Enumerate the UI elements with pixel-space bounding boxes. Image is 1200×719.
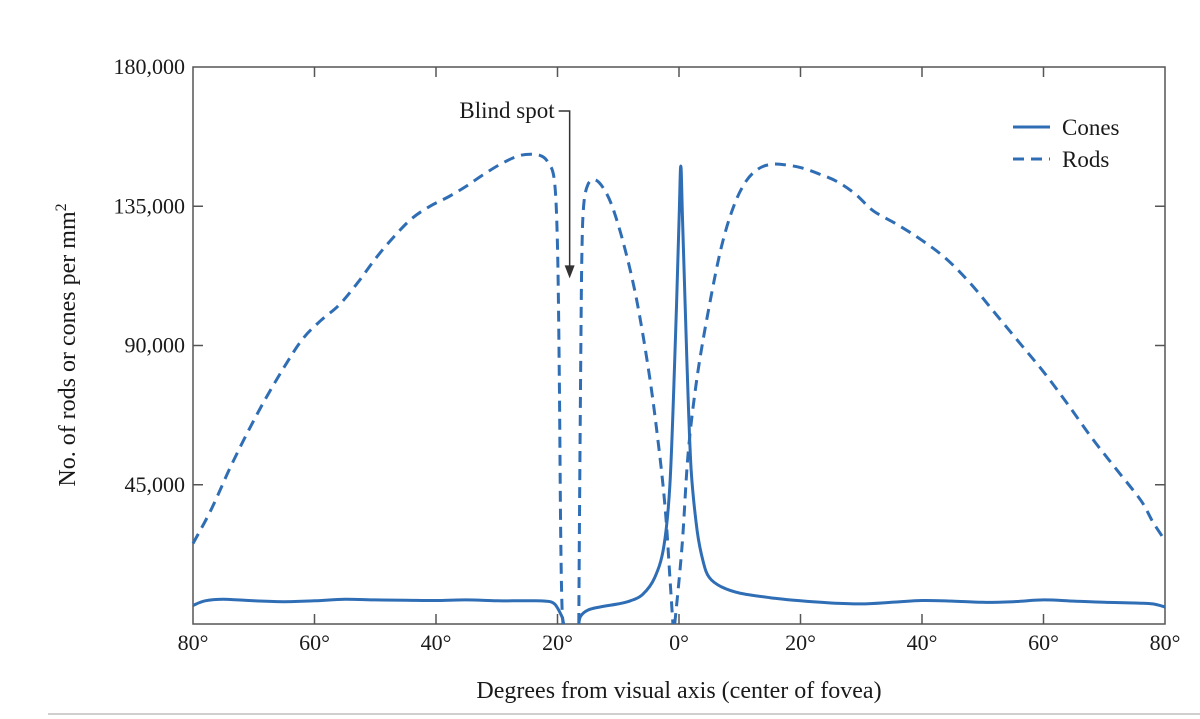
legend-cones-label: Cones	[1062, 115, 1120, 140]
x-tick-label: 60°	[299, 630, 330, 655]
y-tick-label: 135,000	[114, 193, 186, 218]
x-tick-label: 0°	[669, 630, 689, 655]
x-tick-label: 80°	[1150, 630, 1181, 655]
axes: 80° 60° 40° 20° 0° 20° 40° 60° 80° 45,000 90,000 13…	[53, 54, 1180, 704]
y-tick-label: 180,000	[114, 54, 186, 79]
y-axis-title: No. of rods or cones per mm2	[53, 203, 81, 486]
x-tick-label: 80°	[178, 630, 209, 655]
legend: Cones Rods	[1013, 115, 1120, 172]
annotation-group: Blind spot	[459, 98, 575, 279]
rods-line	[577, 178, 675, 625]
y-axis-title-superscript: 2	[53, 203, 70, 211]
blind-spot-leader	[558, 110, 571, 268]
plot-frame	[192, 66, 1166, 625]
x-tick-label: 40°	[907, 630, 938, 655]
rods-line	[191, 152, 565, 625]
rods-line	[673, 162, 1167, 625]
bottom-divider	[48, 713, 1200, 715]
x-axis-title: Degrees from visual axis (center of fove…	[476, 678, 881, 704]
x-tick-label: 40°	[421, 630, 452, 655]
cones-line	[192, 597, 566, 625]
cones-line	[577, 164, 1166, 625]
y-tick-label: 45,000	[125, 472, 186, 497]
x-tick-label: 20°	[542, 630, 573, 655]
x-tick-label: 20°	[785, 630, 816, 655]
series-group	[191, 152, 1167, 625]
blind-spot-arrowhead	[564, 265, 575, 279]
blind-spot-label: Blind spot	[459, 98, 555, 123]
y-tick-label: 90,000	[125, 333, 186, 358]
legend-rods-label: Rods	[1062, 147, 1109, 172]
x-tick-label: 60°	[1028, 630, 1059, 655]
